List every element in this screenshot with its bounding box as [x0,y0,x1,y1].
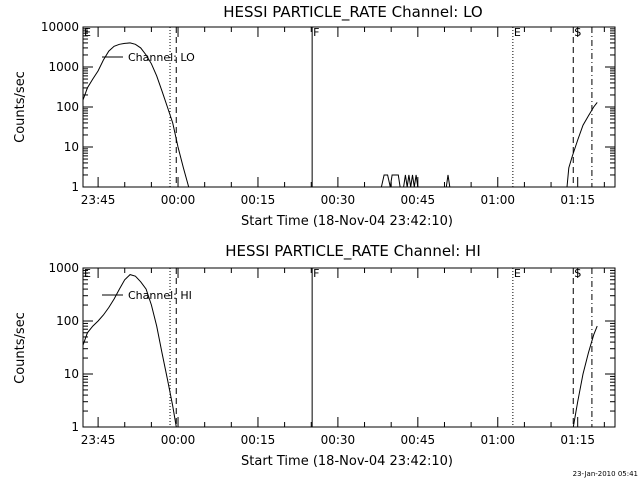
lo-x-tick-label: 01:15 [560,193,595,207]
hi-x-tick-label: 00:15 [241,433,276,447]
hi-x-tick-label: 00:45 [401,433,436,447]
lo-marker-label: E [84,26,91,39]
lo-y-axis-label: Counts/sec [13,71,28,143]
lo-series-segment [445,174,451,188]
hi-marker-label: F [313,267,319,280]
hi-series-segment [572,325,598,428]
hi-x-tick-label: 01:00 [480,433,515,447]
hi-legend-label: Channel: HI [128,289,192,302]
lo-legend-label: Channel: LO [128,51,195,64]
lo-x-tick-label: 00:30 [321,193,356,207]
lo-x-tick-label: 00:15 [241,193,276,207]
lo-x-tick-label: 00:00 [161,193,196,207]
hi-marker-label: S [574,267,581,280]
lo-y-tick-label: 1 [71,180,79,194]
generation-timestamp: 23-Jan-2010 05:41 [573,470,638,478]
hi-y-tick-label: 1 [71,420,79,434]
hi-y-tick-label: 10 [64,367,79,381]
hi-x-tick-label: 00:00 [161,433,196,447]
hi-plot-frame [82,267,616,428]
hi-y-axis-label: Counts/sec [13,312,28,384]
hi-x-tick-label: 01:15 [560,433,595,447]
hi-x-tick-label: 23:45 [81,433,116,447]
lo-x-tick-label: 00:45 [401,193,436,207]
lo-marker-label: S [574,26,581,39]
hi-marker-label: E [84,267,91,280]
hi-x-axis-label: Start Time (18-Nov-04 23:42:10) [241,454,453,469]
lo-series-segment [82,42,190,188]
lo-series-segment [380,174,401,188]
hi-marker-label: E [514,267,521,280]
lo-chart-title: HESSI PARTICLE_RATE Channel: LO [223,3,482,22]
hi-y-tick-label: 1000 [48,261,79,275]
lo-x-axis-label: Start Time (18-Nov-04 23:42:10) [241,214,453,229]
hi-chart-title: HESSI PARTICLE_RATE Channel: HI [225,242,481,261]
lo-x-tick-label: 23:45 [81,193,116,207]
lo-series-segment [403,174,419,188]
hi-series-segment [82,274,177,428]
hi-x-tick-label: 00:30 [321,433,356,447]
lo-y-tick-label: 10000 [41,20,79,34]
lo-channel-panel: HESSI PARTICLE_RATE Channel: LO Counts/s… [13,3,616,229]
lo-marker-label: E [514,26,521,39]
lo-y-tick-label: 100 [56,100,79,114]
lo-y-tick-label: 10 [64,140,79,154]
lo-series-segment [566,102,598,188]
lo-x-tick-label: 01:00 [480,193,515,207]
lo-marker-label: F [313,26,319,39]
lo-y-tick-label: 1000 [48,60,79,74]
hi-y-tick-label: 100 [56,314,79,328]
hi-channel-panel: HESSI PARTICLE_RATE Channel: HI Counts/s… [13,242,616,469]
